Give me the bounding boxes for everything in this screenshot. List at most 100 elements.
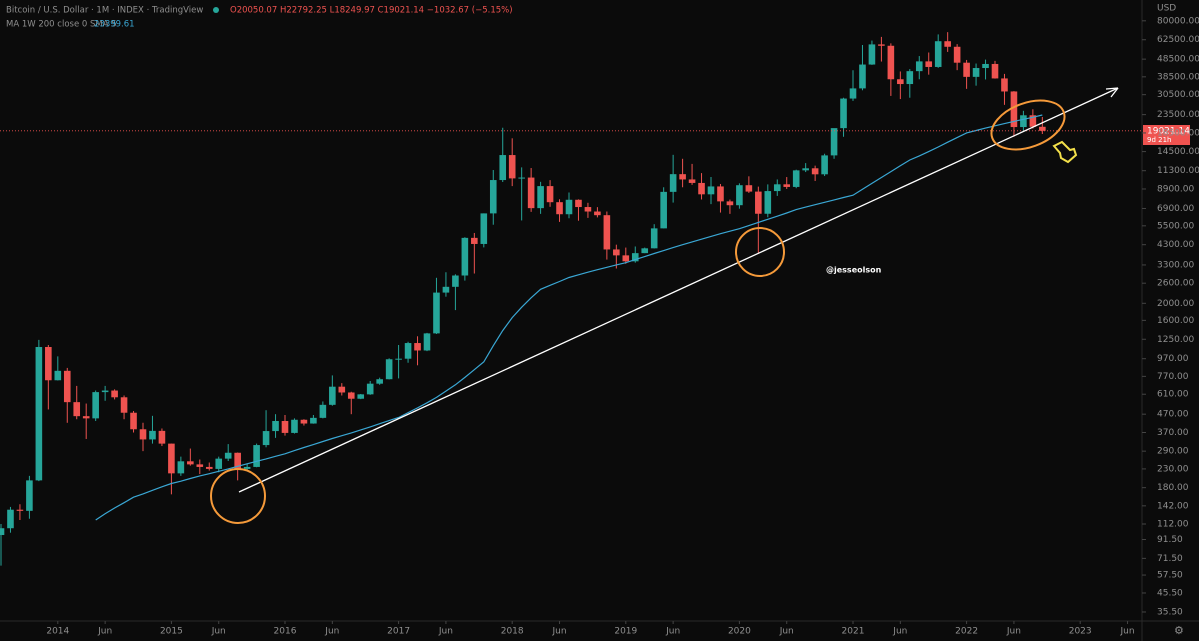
x-tick-label: Jun xyxy=(211,627,226,637)
candle-body xyxy=(1010,91,1018,128)
candle-body xyxy=(972,68,980,77)
candle-body xyxy=(338,386,346,393)
x-tick-label: Jun xyxy=(1120,627,1135,637)
candle-body xyxy=(830,128,838,156)
candle-body xyxy=(357,394,365,399)
candle-body xyxy=(802,168,809,171)
candle-body xyxy=(319,404,327,418)
x-tick-label: 2015 xyxy=(160,627,183,637)
candle-body xyxy=(594,211,601,216)
y-tick-label: 48500.00 xyxy=(1157,55,1199,65)
candle-body xyxy=(120,397,128,413)
candle-body xyxy=(679,174,686,180)
candle-body xyxy=(688,179,696,183)
candle-body xyxy=(745,185,753,192)
y-tick-label: 23500.00 xyxy=(1157,110,1199,120)
candle-body xyxy=(196,464,204,467)
y-tick-label: 180.00 xyxy=(1157,483,1189,493)
candle-body xyxy=(45,347,52,381)
plot xyxy=(0,32,1142,566)
candle-body xyxy=(868,44,876,65)
candle-body xyxy=(982,63,989,69)
candle-body xyxy=(272,420,279,432)
candle-body xyxy=(915,61,923,72)
x-tick-label: Jun xyxy=(438,627,453,637)
candle-body xyxy=(281,420,289,433)
ohlc-legend: O20050.07 H22792.25 L18249.97 C19021.14 … xyxy=(230,6,513,16)
ma-legend: MA 1W 200 close 0 SMA 5 xyxy=(6,20,117,30)
candle-body xyxy=(35,347,43,481)
candle-body xyxy=(310,417,317,424)
x-tick-label: Jun xyxy=(552,627,567,637)
y-tick-label: 370.00 xyxy=(1157,428,1189,438)
x-tick-label: 2016 xyxy=(274,627,297,637)
candle-body xyxy=(1001,78,1008,92)
candle-body xyxy=(641,248,649,254)
hand-icon xyxy=(1052,140,1078,164)
candle-body xyxy=(698,182,705,195)
candle-body xyxy=(603,215,611,250)
candle-body xyxy=(953,46,961,63)
y-tick-label: 30500.00 xyxy=(1157,90,1199,100)
candle-body xyxy=(205,466,213,469)
candle-body xyxy=(925,61,933,67)
candle-body xyxy=(783,184,791,187)
settings-icon[interactable]: ⚙ xyxy=(1174,624,1184,637)
x-tick-label: 2023 xyxy=(1069,627,1092,637)
trend-line xyxy=(238,87,1119,493)
candle-body xyxy=(575,199,582,208)
currency: USD xyxy=(1157,4,1176,14)
candle-body xyxy=(215,458,223,469)
x-tick-label: Jun xyxy=(1006,627,1021,637)
candle-body xyxy=(139,429,147,440)
candle-body xyxy=(452,275,459,287)
candle-body xyxy=(792,170,800,187)
candle-body xyxy=(177,461,185,474)
candle-body xyxy=(404,343,412,359)
candle-body xyxy=(508,155,516,179)
candle-body xyxy=(130,412,137,430)
x-tick-label: Jun xyxy=(665,627,680,637)
candle-body xyxy=(395,358,402,360)
x-tick-label: 2017 xyxy=(387,627,410,637)
candle-body xyxy=(546,186,554,203)
ma-value: 23399.61 xyxy=(94,20,135,30)
candle-body xyxy=(461,237,469,276)
candle-body xyxy=(471,237,478,244)
candle-body xyxy=(0,528,5,536)
y-tick-label: 290.00 xyxy=(1157,447,1189,457)
watermark: @jesseolson xyxy=(826,266,882,275)
x-tick-label: 2022 xyxy=(955,627,978,637)
y-tick-label: 45.50 xyxy=(1157,588,1183,598)
candle-body xyxy=(669,174,677,192)
y-tick-label: 80000.00 xyxy=(1157,16,1199,26)
candle-body xyxy=(622,255,630,262)
x-tick-label: Jun xyxy=(97,627,112,637)
y-tick-label: 6900.00 xyxy=(1157,204,1194,214)
candle-body xyxy=(489,180,497,214)
candle-body xyxy=(414,343,421,351)
candle-body xyxy=(291,419,298,433)
y-tick-label: 5500.00 xyxy=(1157,221,1194,231)
y-tick-label: 71.50 xyxy=(1157,554,1183,564)
y-tick-label: 230.00 xyxy=(1157,464,1189,474)
candle-body xyxy=(963,62,970,77)
candle-body xyxy=(736,185,743,206)
candle-body xyxy=(650,228,658,249)
candle-body xyxy=(366,383,374,395)
candle-body xyxy=(849,88,857,99)
price-label-box xyxy=(1143,125,1190,145)
candle-body xyxy=(565,199,573,215)
candle-body xyxy=(480,213,488,244)
candle-body xyxy=(376,379,383,384)
y-tick-label: 14500.00 xyxy=(1157,147,1199,157)
y-tick-label: 8900.00 xyxy=(1157,184,1194,194)
candle-body xyxy=(527,177,535,209)
candle-body xyxy=(518,177,525,179)
candle-body xyxy=(224,452,232,459)
x-tick-label: 2019 xyxy=(614,627,637,637)
candle-body xyxy=(537,186,544,209)
y-tick-label: 770.00 xyxy=(1157,372,1189,382)
candle-body xyxy=(82,416,90,419)
